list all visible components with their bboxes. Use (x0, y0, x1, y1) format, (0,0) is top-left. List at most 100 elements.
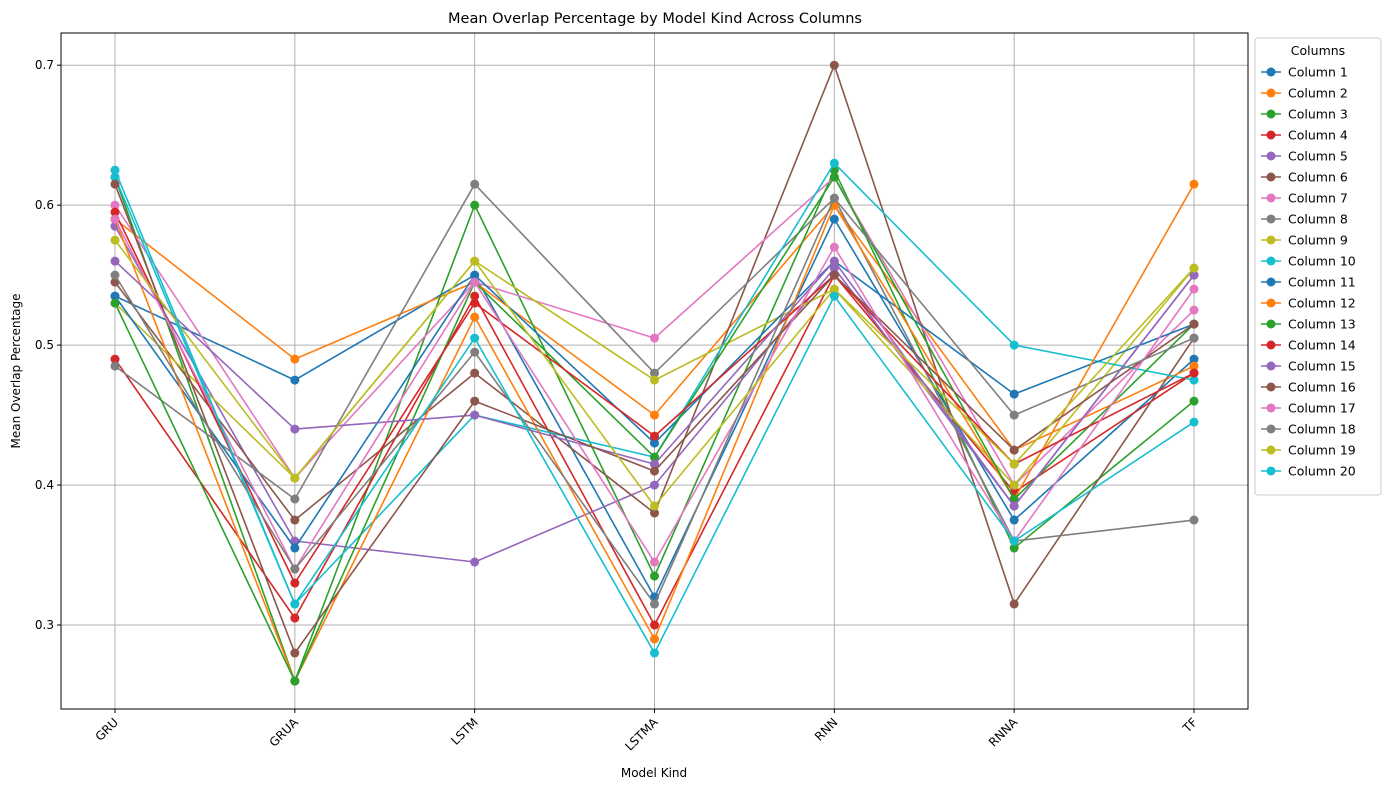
data-point (650, 557, 659, 567)
data-point (829, 291, 839, 301)
chart-title: Mean Overlap Percentage by Model Kind Ac… (448, 11, 862, 27)
data-point (110, 214, 120, 224)
legend-marker (1266, 151, 1276, 161)
data-point (470, 200, 480, 210)
legend-label: Column 12 (1288, 296, 1356, 311)
data-point (1009, 445, 1019, 455)
data-point (110, 361, 120, 371)
data-point (1009, 389, 1019, 399)
data-point (829, 60, 839, 70)
data-point (110, 291, 120, 301)
data-point (829, 256, 839, 266)
legend-marker (1266, 109, 1276, 119)
legend-item: Column 20 (1261, 464, 1356, 479)
legend-item: Column 18 (1261, 422, 1356, 437)
legend-label: Column 16 (1288, 380, 1356, 395)
data-point (1009, 515, 1019, 525)
data-point (650, 333, 659, 343)
data-point (470, 291, 480, 301)
legend-title: Columns (1291, 43, 1345, 58)
legend-marker (1266, 340, 1276, 350)
data-point (650, 599, 659, 609)
data-point (1189, 361, 1199, 371)
x-tick-label: RNN (812, 715, 840, 743)
data-point (290, 375, 300, 385)
data-point (290, 494, 300, 504)
legend-item: Column 16 (1261, 380, 1356, 395)
data-point (290, 424, 300, 434)
legend-label: Column 18 (1288, 422, 1356, 437)
data-point (1189, 354, 1199, 364)
data-point (290, 515, 300, 525)
data-point (829, 284, 839, 294)
series-1 (110, 214, 1199, 602)
legend-item: Column 2 (1261, 86, 1348, 101)
data-point (290, 676, 300, 686)
y-tick-label: 0.4 (35, 478, 54, 492)
data-point (1189, 368, 1199, 378)
y-axis-title: Mean Overlap Percentage (9, 294, 23, 449)
data-point (110, 165, 120, 175)
data-point (650, 634, 659, 644)
data-point (1189, 305, 1199, 315)
data-point (829, 214, 839, 224)
data-point (1009, 536, 1019, 546)
legend-label: Column 11 (1288, 275, 1356, 290)
data-point (290, 648, 300, 658)
data-point (290, 354, 300, 364)
legend-marker (1266, 256, 1276, 266)
x-tick-label: TF (1179, 715, 1200, 736)
series-15 (110, 256, 1199, 511)
data-point (1009, 494, 1019, 504)
data-point (1189, 319, 1199, 329)
data-point (1009, 410, 1019, 420)
legend-label: Column 7 (1288, 191, 1348, 206)
x-tick-label: LSTMA (622, 715, 661, 754)
legend-marker (1266, 298, 1276, 308)
data-point (650, 466, 659, 476)
legend-label: Column 2 (1288, 86, 1348, 101)
data-point (470, 396, 480, 406)
series-18 (110, 193, 1199, 609)
series-19 (110, 235, 1199, 511)
x-axis-title: Model Kind (621, 766, 687, 780)
data-point (650, 480, 659, 490)
data-point (470, 270, 480, 280)
legend-item: Column 15 (1261, 359, 1356, 374)
data-point (290, 578, 300, 588)
y-tick-label: 0.3 (35, 618, 54, 632)
legend-item: Column 13 (1261, 317, 1356, 332)
legend-label: Column 13 (1288, 317, 1356, 332)
legend-label: Column 5 (1288, 149, 1348, 164)
data-point (650, 452, 659, 462)
data-point (1189, 515, 1199, 525)
legend-marker (1266, 403, 1276, 413)
data-point (650, 375, 659, 385)
legend-marker (1266, 424, 1276, 434)
data-point (650, 431, 659, 441)
data-point (650, 648, 659, 658)
x-tick-label: LSTM (448, 715, 481, 748)
data-point (110, 354, 120, 364)
legend-label: Column 6 (1288, 170, 1348, 185)
data-point (470, 557, 480, 567)
data-point (290, 599, 300, 609)
data-point (470, 410, 480, 420)
data-point (829, 263, 839, 273)
data-point (110, 270, 120, 280)
data-point (1009, 340, 1019, 350)
data-point (110, 235, 120, 245)
legend-marker (1266, 172, 1276, 182)
data-point (290, 564, 300, 574)
legend: Columns Column 1 Column 2 Column 3 Column 4 C… (1254, 37, 1382, 496)
legend-marker (1266, 214, 1276, 224)
data-point (1009, 459, 1019, 469)
legend-item: Column 19 (1261, 443, 1356, 458)
data-point (1009, 480, 1019, 490)
data-point (1009, 599, 1019, 609)
data-point (650, 368, 659, 378)
data-point (650, 508, 659, 518)
legend-item: Column 14 (1261, 338, 1356, 353)
data-point (110, 179, 120, 189)
data-point (650, 501, 659, 511)
